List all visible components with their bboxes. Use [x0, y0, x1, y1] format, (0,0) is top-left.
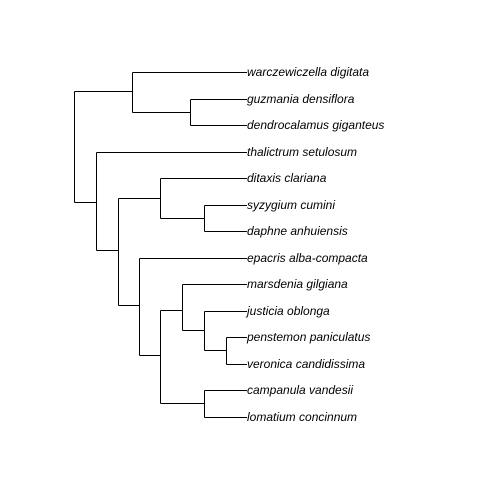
tree-branches: [74, 72, 247, 418]
leaf-label: ditaxis clariana: [247, 171, 327, 185]
leaf-label: penstemon paniculatus: [246, 330, 370, 344]
leaf-label: warczewiczella digitata: [247, 65, 369, 79]
leaf-label: thalictrum setulosum: [247, 145, 357, 159]
leaf-label: epacris alba-compacta: [247, 251, 368, 265]
leaf-label: guzmania densiflora: [247, 92, 355, 106]
branch: [132, 72, 247, 126]
branch: [118, 258, 247, 404]
leaf-label: daphne anhuiensis: [247, 224, 348, 238]
leaf-label: veronica candidissima: [247, 357, 365, 371]
leaf-label: campanula vandesii: [247, 383, 353, 397]
leaf-label: lomatium concinnum: [247, 410, 357, 424]
leaf-label: justicia oblonga: [245, 304, 330, 318]
branch: [160, 390, 247, 418]
leaf-label: marsdenia gilgiana: [247, 277, 348, 291]
branch: [96, 152, 247, 306]
branch: [74, 91, 133, 203]
leaf-label: syzygium cumini: [247, 198, 335, 212]
leaf-label: dendrocalamus giganteus: [247, 118, 384, 132]
